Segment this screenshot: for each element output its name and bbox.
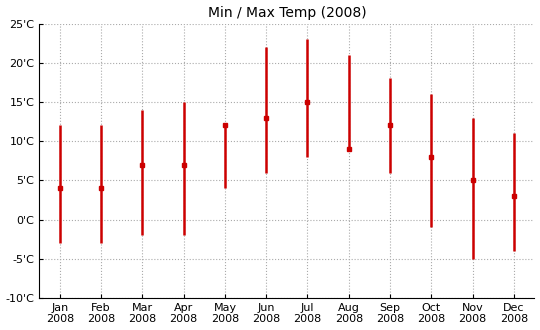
Title: Min / Max Temp (2008): Min / Max Temp (2008) (207, 6, 366, 19)
